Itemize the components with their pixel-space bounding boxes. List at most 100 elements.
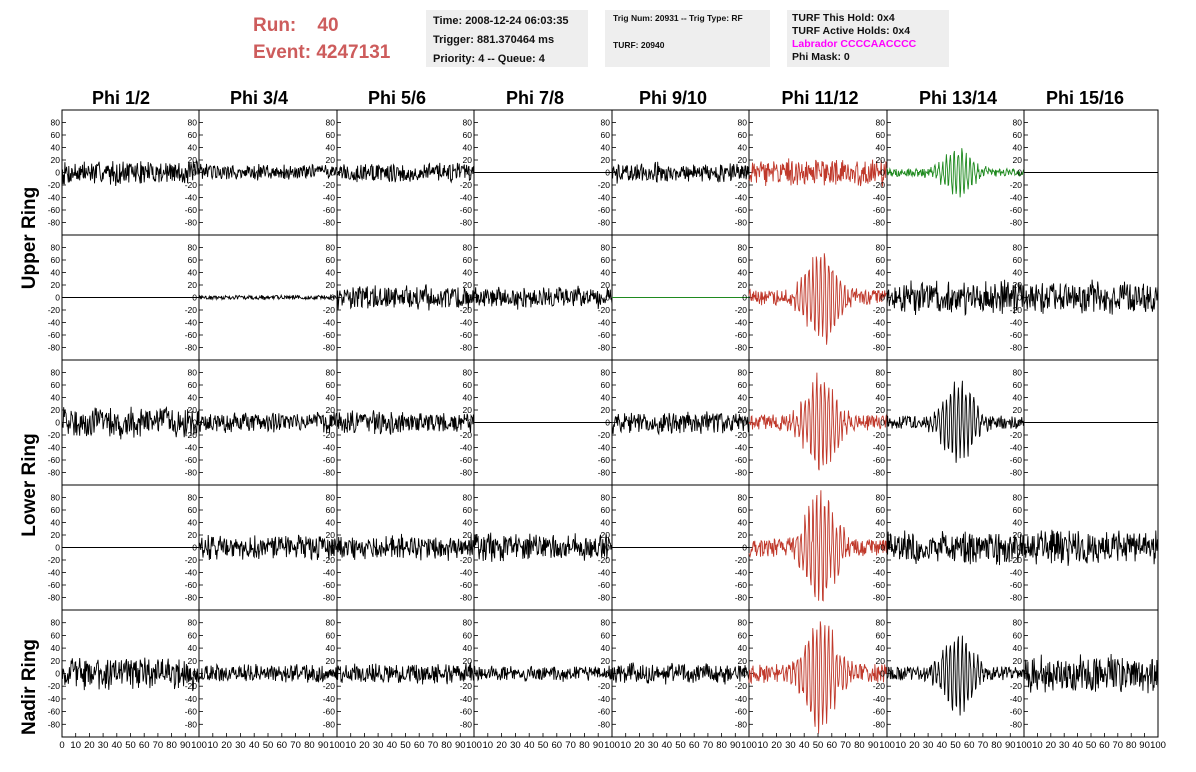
waveform-panel-r3-c8: 80 60 40 20 0 -20 -40 -60 -80: [1010, 359, 1159, 486]
y-tick-label: 20: [188, 280, 198, 290]
y-tick-label: 80: [738, 118, 748, 128]
phi-label-2: Phi 3/4: [229, 88, 289, 108]
y-tick-label: 60: [188, 505, 198, 515]
y-tick-label: 40: [463, 268, 473, 278]
y-tick-label: -20: [323, 555, 336, 565]
x-tick-label: 70: [153, 740, 164, 751]
y-tick-label: -80: [185, 593, 198, 603]
waveform-trace: [198, 163, 338, 181]
y-tick-label: 20: [876, 405, 886, 415]
y-tick-label: 40: [1013, 643, 1023, 653]
y-tick-label: 20: [1013, 656, 1023, 666]
y-tick-label: 80: [326, 368, 336, 378]
y-tick-label: 60: [463, 380, 473, 390]
x-tick-label: 70: [565, 740, 576, 751]
y-tick-label: 0: [1017, 293, 1022, 303]
waveform-panel-r2-c7: 80 60 40 20 0 -20 -40 -60 -80: [873, 234, 1025, 361]
y-tick-label: -60: [598, 580, 611, 590]
x-tick-label: 60: [552, 740, 563, 751]
y-tick-label: 20: [463, 405, 473, 415]
y-tick-label: 40: [188, 268, 198, 278]
waveform-panel-r2-c2: 80 60 40 20 0 -20 -40 -60 -80: [185, 234, 338, 361]
y-tick-label: 0: [1017, 543, 1022, 553]
y-tick-label: -60: [185, 455, 198, 465]
y-tick-label: -20: [460, 305, 473, 315]
y-tick-label: 40: [601, 518, 611, 528]
y-tick-label: -20: [873, 430, 886, 440]
panel-frame: [198, 359, 338, 486]
y-tick-label: 40: [188, 393, 198, 403]
phi-label-8: Phi 15/16: [1045, 88, 1125, 108]
y-tick-label: -40: [185, 193, 198, 203]
y-tick-label: 60: [326, 255, 336, 265]
y-tick-label: 20: [1013, 530, 1023, 540]
y-tick-label: -80: [48, 719, 61, 729]
y-tick-label: 60: [188, 380, 198, 390]
event-label: Event:: [253, 42, 312, 63]
x-tick-label: 80: [579, 740, 590, 751]
y-tick-label: -60: [48, 455, 61, 465]
x-tick-label: 90: [730, 740, 741, 751]
y-tick-label: -80: [185, 468, 198, 478]
y-tick-label: -80: [1010, 218, 1023, 228]
y-tick-label: 60: [326, 630, 336, 640]
y-tick-label: -60: [1010, 330, 1023, 340]
waveform-panel-r3-c4: 80 60 40 20 0 -20 -40 -60 -80: [460, 359, 613, 486]
waveform-trace: [61, 405, 200, 440]
y-tick-label: -40: [48, 193, 61, 203]
y-tick-label: 40: [326, 643, 336, 653]
waveform-trace: [198, 663, 338, 683]
y-tick-label: -80: [735, 468, 748, 478]
y-tick-label: 80: [188, 243, 198, 253]
trigger-info-panel: Trig Num: 20931 -- Trig Type: RF TURF: 2…: [605, 10, 770, 67]
x-tick-label: 10: [208, 740, 219, 751]
x-tick-label: 10: [345, 740, 356, 751]
y-tick-label: 20: [51, 656, 61, 666]
y-tick-label: 80: [188, 493, 198, 503]
waveform-panel-r1-c2: 80 60 40 20 0 -20 -40 -60 -80: [185, 109, 338, 236]
x-tick-label: 50: [950, 740, 961, 751]
waveform-panel-r4-c1: 80 60 40 20 0 -20 -40 -60 -80: [48, 484, 200, 611]
y-tick-label: -20: [598, 681, 611, 691]
y-tick-label: 20: [876, 280, 886, 290]
y-tick-label: 40: [326, 393, 336, 403]
x-tick-label: 60: [827, 740, 838, 751]
y-tick-label: 40: [463, 643, 473, 653]
y-tick-label: -40: [185, 443, 198, 453]
x-tick-label: 40: [249, 740, 260, 751]
y-tick-label: 0: [192, 669, 197, 679]
y-tick-label: 20: [876, 155, 886, 165]
y-tick-label: 60: [738, 255, 748, 265]
x-tick-label: 50: [263, 740, 274, 751]
waveform-trace: [1023, 279, 1159, 315]
y-tick-label: 0: [605, 543, 610, 553]
y-tick-label: -40: [460, 694, 473, 704]
y-tick-label: -60: [185, 707, 198, 717]
y-tick-label: -60: [873, 455, 886, 465]
waveform-trace: [748, 158, 888, 187]
x-tick-label: 80: [716, 740, 727, 751]
y-tick-label: -80: [460, 719, 473, 729]
y-tick-label: 80: [51, 493, 61, 503]
waveform-panel-r4-c5: 80 60 40 20 0 -20 -40 -60 -80: [598, 484, 750, 611]
x-tick-label: 80: [441, 740, 452, 751]
y-tick-label: 0: [192, 168, 197, 178]
y-tick-label: 80: [463, 243, 473, 253]
y-tick-label: -60: [323, 455, 336, 465]
waveform-trace: [748, 621, 888, 734]
y-tick-label: -40: [1010, 318, 1023, 328]
phi-label-7: Phi 13/14: [918, 88, 998, 108]
y-tick-label: 60: [738, 130, 748, 140]
y-tick-label: -40: [323, 443, 336, 453]
y-tick-label: -40: [873, 193, 886, 203]
y-tick-label: 20: [601, 405, 611, 415]
y-tick-label: 80: [188, 118, 198, 128]
y-tick-label: 40: [876, 268, 886, 278]
y-tick-label: -20: [323, 305, 336, 315]
waveform-panel-r1-c4: 80 60 40 20 0 -20 -40 -60 -80: [460, 109, 613, 236]
y-tick-label: -20: [1010, 555, 1023, 565]
y-tick-label: -40: [323, 193, 336, 203]
y-tick-label: -80: [460, 343, 473, 353]
